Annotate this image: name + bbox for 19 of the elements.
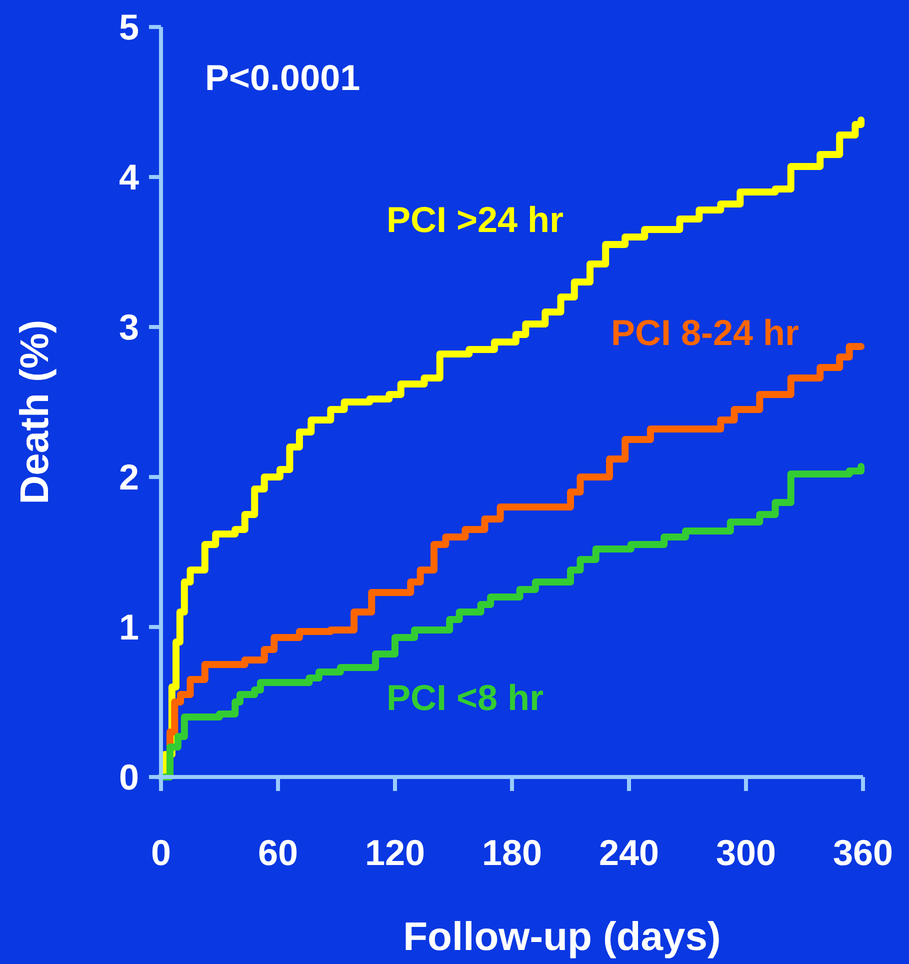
y-tick-label: 1 [118, 606, 139, 648]
annotation: P<0.0001 [205, 57, 360, 98]
x-tick-label: 360 [832, 832, 894, 873]
x-tick-label: 240 [598, 832, 660, 873]
x-tick-label: 120 [364, 832, 426, 873]
y-tick-label: 0 [118, 756, 139, 798]
x-axis-title: Follow-up (days) [403, 915, 721, 959]
y-tick-label: 5 [118, 6, 139, 48]
y-tick-label: 4 [118, 156, 139, 198]
x-tick-label: 180 [482, 832, 542, 873]
x-tick-label: 60 [258, 832, 298, 873]
y-tick-label: 3 [118, 306, 139, 348]
y-tick-label: 2 [118, 456, 139, 498]
x-tick-label: 0 [150, 832, 172, 873]
y-axis-title: Death (%) [13, 320, 57, 504]
x-tick-label: 300 [716, 832, 776, 873]
series-label: PCI <8 hr [386, 677, 544, 718]
series-label: PCI 8-24 hr [610, 312, 800, 353]
series-label: PCI >24 hr [386, 199, 564, 240]
